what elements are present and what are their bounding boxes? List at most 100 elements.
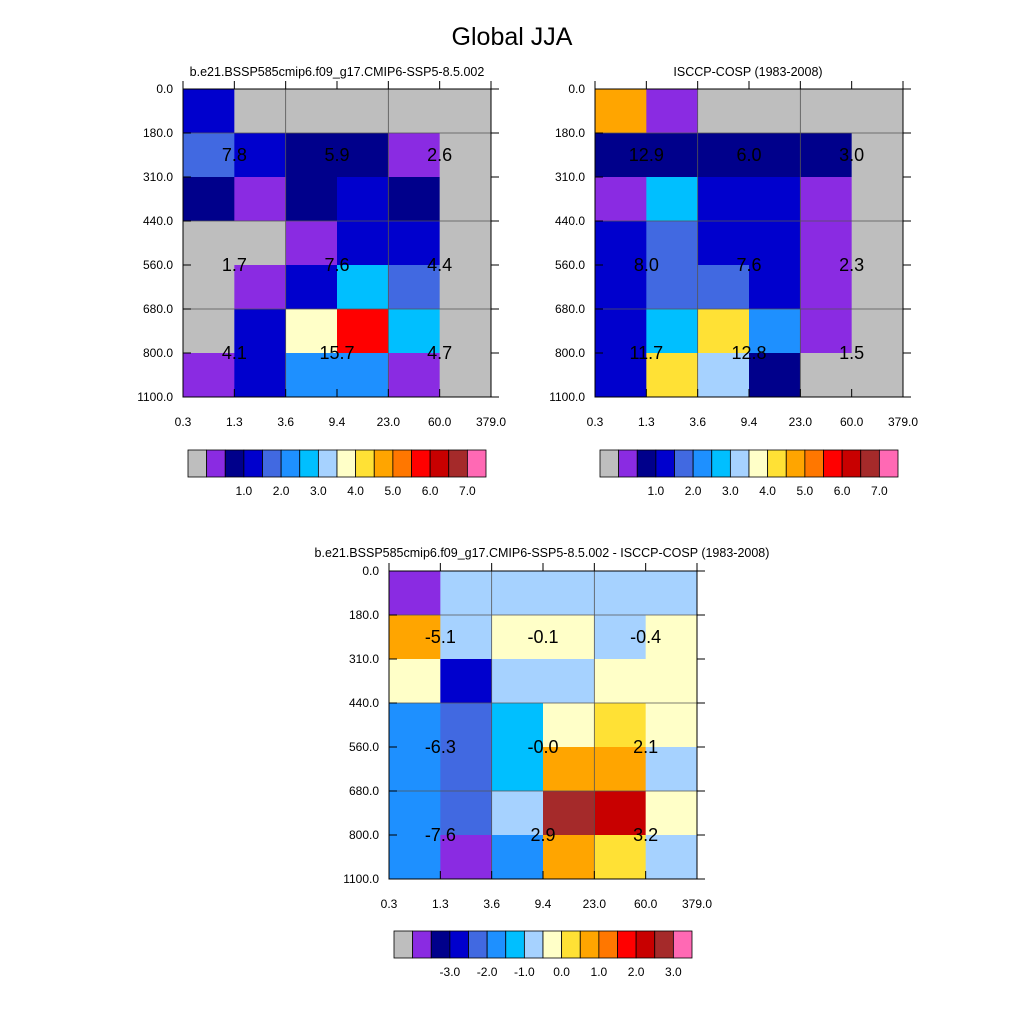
cell-value-label: 12.8 <box>731 343 766 363</box>
colorbar-swatch <box>674 449 694 478</box>
cell-value-label: 2.6 <box>427 145 452 165</box>
colorbar-tick-label: -1.0 <box>514 965 535 979</box>
heatmap-cell <box>594 747 647 792</box>
heatmap-cell <box>388 89 441 134</box>
heatmap-cell <box>749 89 801 134</box>
x-tick-label: 3.6 <box>483 897 500 911</box>
y-tick-label: 680.0 <box>143 302 173 316</box>
heatmap-cell <box>234 265 287 310</box>
colorbar-swatch <box>373 449 394 478</box>
heatmap-cell <box>543 615 595 660</box>
heatmap-cell <box>543 835 595 880</box>
heatmap-cell <box>183 133 235 178</box>
heatmap-cell <box>697 133 750 178</box>
y-tick-label: 680.0 <box>555 302 585 316</box>
cell-value-label: 4.1 <box>222 343 247 363</box>
heatmap-cell <box>697 221 750 266</box>
heatmap-cell <box>491 615 544 660</box>
colorbar-swatch <box>729 449 750 478</box>
cell-value-label: 6.0 <box>736 145 761 165</box>
heatmap-cell <box>285 309 338 354</box>
colorbar-swatch <box>412 930 432 959</box>
heatmap-cell <box>440 791 493 836</box>
heatmap-cell <box>800 221 853 266</box>
colorbar-tick-label: 7.0 <box>459 484 476 498</box>
colorbar-tick-label: 1.0 <box>648 484 665 498</box>
cell-value-label: 1.5 <box>839 343 864 363</box>
x-tick-label: 0.3 <box>381 897 398 911</box>
heatmap-cell <box>389 835 441 880</box>
heatmap-cell <box>491 659 544 704</box>
heatmap-cell <box>646 221 699 266</box>
colorbar-tick-label: 6.0 <box>422 484 439 498</box>
colorbar-tick-label: 3.0 <box>310 484 327 498</box>
cell-value-label: 7.6 <box>736 255 761 275</box>
colorbar-swatch <box>429 449 450 478</box>
x-tick-label: 379.0 <box>476 415 506 429</box>
x-tick-label: 0.3 <box>587 415 604 429</box>
colorbar-tick-label: 0.0 <box>553 965 570 979</box>
colorbar-tick-label: 7.0 <box>871 484 888 498</box>
heatmap-cell <box>439 353 492 398</box>
x-tick-label: 9.4 <box>741 415 758 429</box>
heatmap-cell <box>749 177 801 222</box>
y-tick-label: 680.0 <box>349 784 379 798</box>
heatmap-panel-3: 0.0 180.0 310.0 440.0 560.0 680.0 800.0 1100.00… <box>343 563 712 911</box>
heatmap-cell <box>389 747 441 792</box>
heatmap-cell <box>697 353 750 398</box>
x-tick-label: 60.0 <box>428 415 452 429</box>
heatmap-cell <box>440 835 493 880</box>
cell-value-label: -5.1 <box>425 627 456 647</box>
colorbar-swatch <box>823 449 843 478</box>
colorbar-swatch <box>598 930 618 959</box>
y-tick-label: 560.0 <box>143 258 173 272</box>
heatmap-cell <box>183 309 235 354</box>
y-tick-label: 440.0 <box>349 696 379 710</box>
panel-2-title: ISCCP-COSP (1983-2008) <box>673 65 822 79</box>
y-tick-label: 800.0 <box>555 346 585 360</box>
x-tick-label: 60.0 <box>634 897 658 911</box>
heatmap-cell <box>337 353 389 398</box>
heatmap-cell <box>646 177 699 222</box>
heatmap-cell <box>851 353 904 398</box>
colorbar-tick-label: -3.0 <box>440 965 461 979</box>
heatmap-cell <box>285 89 338 134</box>
heatmap-cell <box>800 89 853 134</box>
colorbar-swatch <box>841 449 862 478</box>
heatmap-cell <box>389 703 441 748</box>
cell-value-label: 15.7 <box>319 343 354 363</box>
colorbar-swatch <box>468 930 488 959</box>
heatmap-cell <box>851 309 904 354</box>
colorbar-swatch <box>785 449 806 478</box>
heatmap-cell <box>440 747 493 792</box>
heatmap-cell <box>543 703 595 748</box>
x-tick-label: 9.4 <box>329 415 346 429</box>
colorbar-swatch <box>617 930 637 959</box>
colorbar-swatch <box>618 449 638 478</box>
heatmap-cell <box>234 221 287 266</box>
colorbar-tick-label: 5.0 <box>385 484 402 498</box>
heatmap-cell <box>389 571 441 616</box>
heatmap-cell <box>388 309 441 354</box>
heatmap-cell <box>543 747 595 792</box>
heatmap-cell <box>749 221 801 266</box>
colorbar-swatch <box>449 930 469 959</box>
heatmap-cell <box>800 309 853 354</box>
colorbar-swatch <box>336 449 357 478</box>
y-tick-label: 180.0 <box>555 126 585 140</box>
colorbar-swatch <box>860 449 880 478</box>
heatmap-cell <box>389 615 441 660</box>
heatmap-cell <box>749 133 801 178</box>
heatmap-cell <box>285 353 338 398</box>
heatmap-cell <box>388 353 441 398</box>
colorbar-swatch <box>243 449 263 478</box>
colorbar-tick-label: 1.0 <box>591 965 608 979</box>
colorbar-swatch <box>878 449 899 478</box>
cell-value-label: 7.6 <box>324 255 349 275</box>
heatmap-cell <box>595 353 647 398</box>
y-tick-label: 310.0 <box>555 170 585 184</box>
y-tick-label: 0.0 <box>568 82 585 96</box>
x-tick-label: 60.0 <box>840 415 864 429</box>
heatmap-cell <box>595 89 647 134</box>
